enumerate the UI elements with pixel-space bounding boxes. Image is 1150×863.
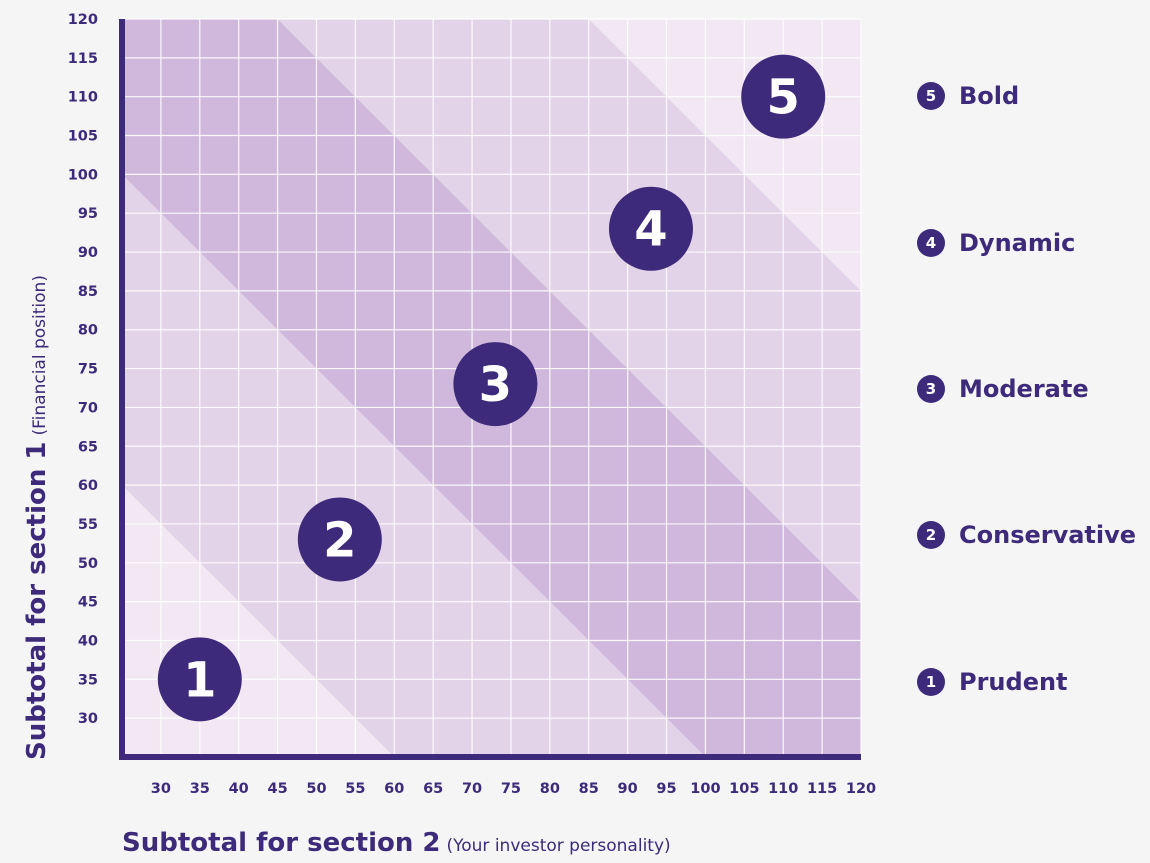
legend-badge: 2 (917, 521, 945, 549)
x-tick-label: 40 (229, 781, 249, 797)
y-tick-label: 85 (78, 284, 98, 300)
zone-marker-2 (297, 497, 382, 582)
x-tick-label: 60 (384, 781, 404, 797)
zone-marker-4 (608, 186, 693, 271)
x-tick-label: 70 (462, 781, 482, 797)
y-axis-title: Subtotal for section 1 (Financial positio… (22, 275, 52, 760)
y-tick-label: 105 (68, 129, 98, 145)
y-tick-label: 60 (78, 478, 98, 494)
x-tick-label: 100 (690, 781, 720, 797)
y-tick-label: 115 (68, 51, 98, 67)
ticks-layer: 30 35 40 45 50 55 60 65 70 75 80 85 90 95 100 105 110 115… (68, 12, 876, 797)
legend-item-dynamic: 4 Dynamic (917, 229, 1075, 257)
y-tick-label: 30 (78, 711, 98, 727)
x-tick-label: 45 (267, 781, 287, 797)
x-tick-label: 105 (729, 781, 759, 797)
y-tick-label: 45 (78, 595, 98, 611)
y-tick-label: 55 (78, 517, 98, 533)
y-tick-label: 75 (78, 362, 98, 378)
y-tick-label: 40 (78, 633, 98, 649)
legend-item-conservative: 2 Conservative (917, 521, 1136, 549)
legend-label: Prudent (959, 668, 1068, 696)
x-tick-label: 90 (618, 781, 638, 797)
x-tick-label: 55 (345, 781, 365, 797)
legend: 5 Bold 4 Dynamic 3 Moderate 2 Conservati… (917, 0, 1150, 859)
x-axis-title-sub: (Your investor personality) (446, 836, 671, 856)
zone-dynamic (277, 19, 862, 602)
legend-badge: 1 (917, 668, 945, 696)
legend-item-moderate: 3 Moderate (917, 375, 1089, 403)
legend-badge: 5 (917, 82, 945, 110)
legend-badge: 4 (917, 229, 945, 257)
x-tick-label: 80 (540, 781, 560, 797)
x-tick-label: 50 (306, 781, 326, 797)
y-tick-label: 100 (68, 167, 98, 183)
zone-marker-number: 4 (634, 202, 667, 258)
y-tick-label: 80 (78, 323, 98, 339)
x-axis-title: Subtotal for section 2 (Your investor per… (122, 828, 671, 858)
y-axis-title-main: Subtotal for section 1 (22, 441, 52, 761)
zone-marker-number: 3 (479, 357, 512, 413)
legend-label: Conservative (959, 521, 1137, 549)
legend-label: Dynamic (959, 229, 1076, 257)
x-axis-title-main: Subtotal for section 2 (122, 828, 441, 858)
y-tick-label: 120 (68, 12, 98, 28)
zone-marker-number: 1 (183, 652, 216, 708)
legend-item-bold: 5 Bold (917, 82, 1019, 110)
zone-marker-number: 2 (323, 512, 356, 568)
y-tick-label: 65 (78, 439, 98, 455)
x-tick-label: 120 (846, 781, 876, 797)
legend-label: Bold (959, 82, 1020, 110)
x-tick-label: 115 (807, 781, 837, 797)
zone-marker-5 (741, 54, 826, 139)
y-tick-label: 95 (78, 206, 98, 222)
zone-marker-number: 5 (767, 70, 800, 126)
legend-label: Moderate (959, 375, 1089, 403)
x-tick-label: 75 (501, 781, 521, 797)
x-tick-label: 85 (579, 781, 599, 797)
y-tick-label: 50 (78, 556, 98, 572)
x-tick-label: 35 (190, 781, 210, 797)
markers-layer: 1 2 3 4 5 (157, 54, 826, 722)
x-tick-label: 110 (768, 781, 798, 797)
legend-item-prudent: 1 Prudent (917, 668, 1068, 696)
y-tick-label: 90 (78, 245, 98, 261)
y-axis-title-sub: (Financial position) (30, 275, 50, 436)
legend-badge: 3 (917, 375, 945, 403)
grid-layer (122, 18, 862, 757)
x-tick-label: 65 (423, 781, 443, 797)
y-tick-label: 70 (78, 400, 98, 416)
zone-marker-1 (157, 637, 242, 722)
x-tick-label: 95 (656, 781, 676, 797)
axes-layer (119, 19, 861, 760)
y-tick-label: 35 (78, 672, 98, 688)
y-tick-label: 110 (68, 90, 98, 106)
zone-marker-3 (453, 342, 538, 427)
x-tick-label: 30 (151, 781, 171, 797)
